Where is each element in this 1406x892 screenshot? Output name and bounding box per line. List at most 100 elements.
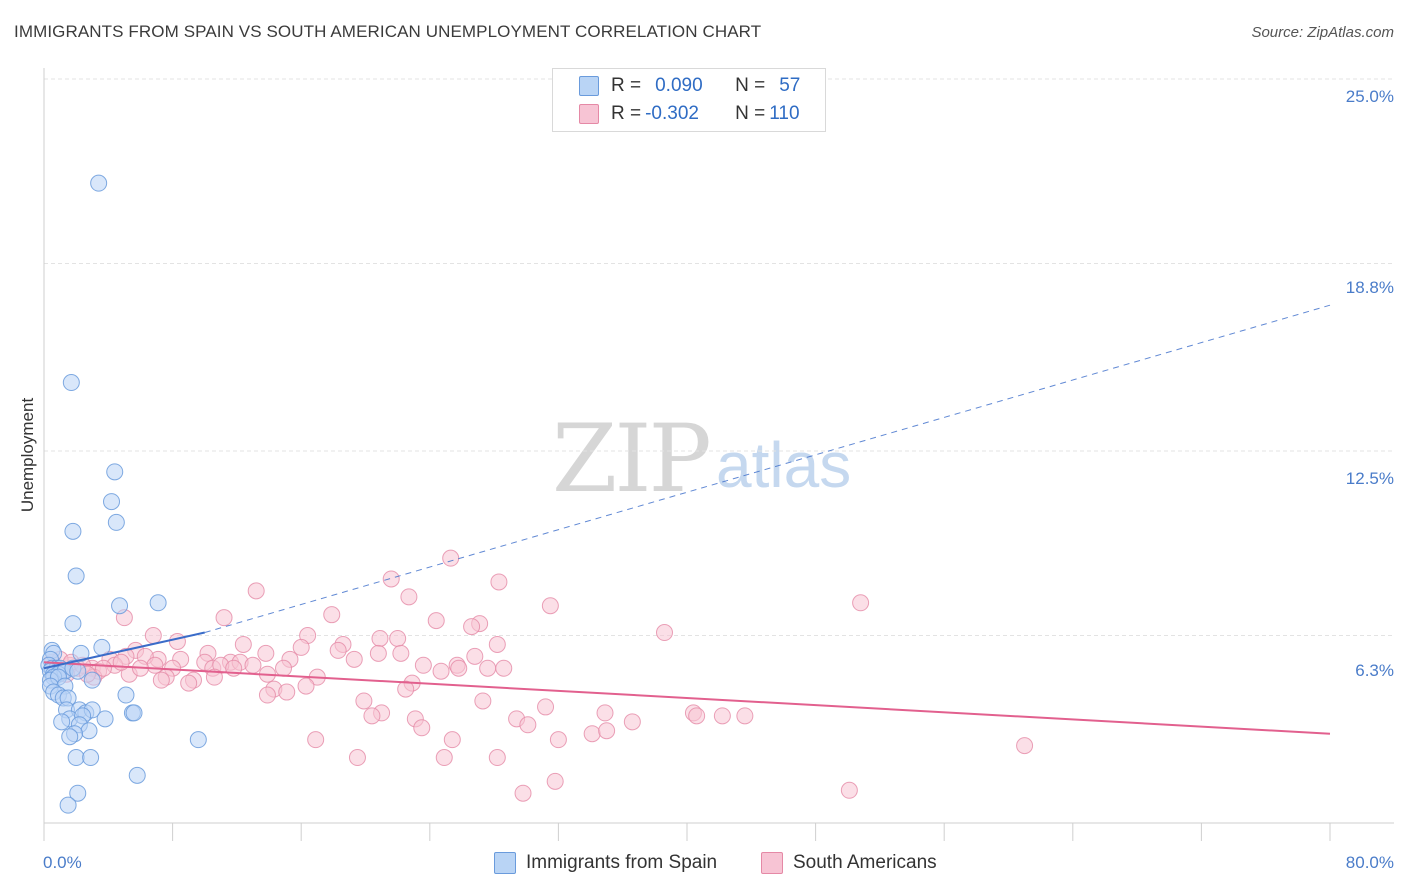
spain-point xyxy=(64,615,82,633)
south-americans-point xyxy=(297,677,315,695)
spain-point xyxy=(128,766,146,784)
south-americans-point xyxy=(329,641,347,659)
south-americans-point xyxy=(443,731,461,749)
south-americans-point xyxy=(713,707,731,725)
spain-point xyxy=(64,522,82,540)
n-label: N = xyxy=(735,75,766,96)
spain-point xyxy=(93,638,111,656)
spain-point xyxy=(72,644,90,662)
watermark-atlas: atlas xyxy=(716,429,852,501)
south-americans-point xyxy=(94,659,112,677)
south-americans-point xyxy=(144,627,162,645)
spain-point xyxy=(62,374,80,392)
spain-point xyxy=(149,594,167,612)
south-americans-point xyxy=(292,638,310,656)
spain-point xyxy=(82,749,100,767)
south-americans-point xyxy=(397,680,415,698)
watermark-zip: ZIP xyxy=(552,405,712,514)
spain-point xyxy=(107,513,125,531)
r-label: R = xyxy=(611,75,642,96)
y-tick-label: 12.5% xyxy=(1345,469,1394,488)
south-americans-point xyxy=(369,644,387,662)
south-americans-point xyxy=(427,612,445,630)
y-axis-label: Unemployment xyxy=(18,397,37,513)
blue-swatch-icon xyxy=(579,76,599,96)
spain-point xyxy=(59,796,77,814)
legend-label: Immigrants from Spain xyxy=(526,852,718,873)
south-americans-point xyxy=(541,597,559,615)
spain-point xyxy=(67,749,85,767)
south-americans-point xyxy=(392,644,410,662)
south-americans-point xyxy=(736,707,754,725)
spain-point xyxy=(106,463,124,481)
south-americans-point xyxy=(323,606,341,624)
south-americans-point xyxy=(598,722,616,740)
south-americans-point xyxy=(414,656,432,674)
south-americans-point xyxy=(474,692,492,710)
legend-row-south-americans: R = -0.302 N = 110 xyxy=(579,102,800,126)
correlation-legend: R = 0.090 N = 57 R = -0.302 N = 110 xyxy=(552,68,826,132)
n-value: 110 xyxy=(769,103,800,124)
south-americans-point xyxy=(371,629,389,647)
south-americans-point xyxy=(355,692,373,710)
south-americans-point xyxy=(623,713,641,731)
south-americans-point xyxy=(205,668,223,686)
south-americans-point xyxy=(688,707,706,725)
south-americans-point xyxy=(463,618,481,636)
south-americans-point xyxy=(596,704,614,722)
pink-swatch-icon xyxy=(579,104,599,124)
south-americans-point xyxy=(348,749,366,767)
south-americans-point xyxy=(1016,737,1034,755)
south-americans-point xyxy=(432,662,450,680)
spain-point xyxy=(90,174,108,192)
south-americans-point xyxy=(152,671,170,689)
spain-point xyxy=(67,567,85,585)
south-americans-point xyxy=(442,549,460,567)
south-americans-point xyxy=(275,659,293,677)
blue-swatch-icon xyxy=(494,852,516,874)
bottom-legend-south-americans: South Americans xyxy=(761,852,937,874)
south-americans-point xyxy=(495,659,513,677)
south-americans-point xyxy=(435,749,453,767)
south-americans-point xyxy=(466,647,484,665)
spain-point xyxy=(53,713,71,731)
south-americans-point xyxy=(363,707,381,725)
chart-title: IMMIGRANTS FROM SPAIN VS SOUTH AMERICAN … xyxy=(14,22,762,41)
legend-label: South Americans xyxy=(793,852,937,873)
spain-point xyxy=(69,662,87,680)
y-tick-label: 18.8% xyxy=(1345,278,1394,297)
south-americans-point xyxy=(257,644,275,662)
south-americans-point xyxy=(852,594,870,612)
spain-point xyxy=(80,722,98,740)
south-americans-point xyxy=(490,573,508,591)
r-value: -0.302 xyxy=(645,103,699,124)
south-americans-point xyxy=(546,772,564,790)
south-americans-point xyxy=(488,635,506,653)
spain-point xyxy=(103,493,121,511)
south-americans-point xyxy=(247,582,265,600)
source-label: Source: ZipAtlas.com xyxy=(1251,24,1394,41)
south-americans-point xyxy=(488,749,506,767)
south-americans-point xyxy=(549,731,567,749)
south-americans-point xyxy=(234,635,252,653)
legend-row-spain: R = 0.090 N = 57 xyxy=(579,74,800,98)
south-americans-point xyxy=(168,632,186,650)
spain-point xyxy=(117,686,135,704)
south-americans-point xyxy=(537,698,555,716)
south-americans-point xyxy=(655,624,673,642)
x-tick-label: 0.0% xyxy=(43,853,82,872)
spain-trendline xyxy=(43,631,205,670)
y-tick-label: 25.0% xyxy=(1345,87,1394,106)
r-value: 0.090 xyxy=(655,75,703,96)
south-americans-point xyxy=(345,650,363,668)
south-americans-point xyxy=(400,588,418,606)
south-americans-point xyxy=(450,659,468,677)
spain-point xyxy=(83,671,101,689)
south-americans-point xyxy=(215,609,233,627)
spain-point xyxy=(69,784,87,802)
spain-point xyxy=(61,728,79,746)
bottom-legend-spain: Immigrants from Spain xyxy=(494,852,717,874)
south-americans-point xyxy=(583,725,601,743)
south-americans-point xyxy=(519,716,537,734)
